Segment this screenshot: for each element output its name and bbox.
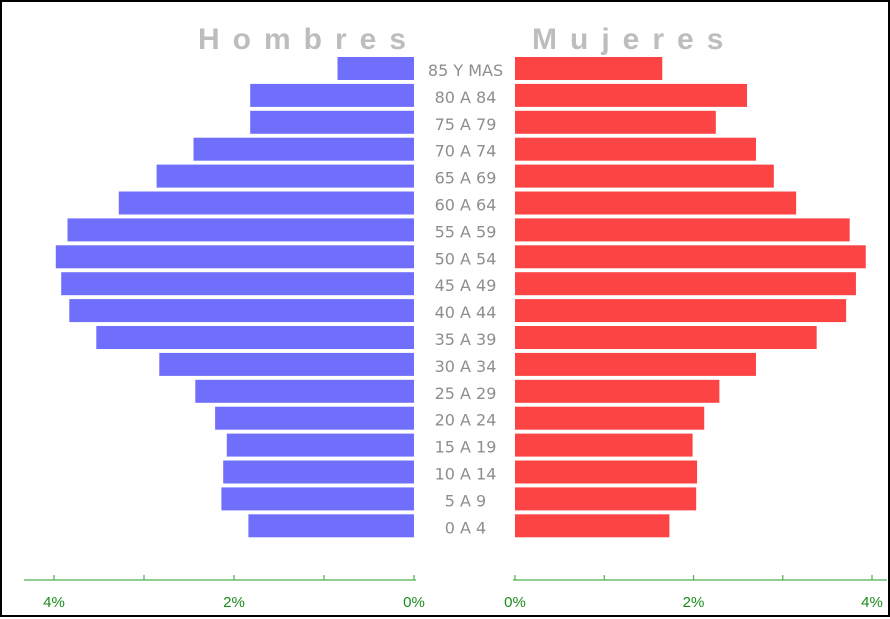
female-bar (515, 326, 817, 349)
female-bar (515, 299, 847, 323)
age-group-label: 30 A 34 (435, 357, 497, 376)
right-title: Mujeres (532, 23, 736, 56)
female-bar (515, 57, 663, 80)
female-bar (515, 487, 697, 511)
female-bar (515, 514, 670, 538)
male-bar (226, 433, 414, 457)
male-bar (156, 164, 414, 188)
male-bar (223, 460, 414, 484)
age-group-label: 15 A 19 (435, 438, 497, 457)
male-bar (67, 218, 414, 242)
age-group-label: 40 A 44 (435, 303, 497, 322)
female-bar (515, 406, 705, 430)
age-group-label: 85 Y MAS (428, 61, 503, 80)
male-bar (195, 379, 414, 403)
age-group-label: 35 A 39 (435, 330, 497, 349)
female-bar (515, 218, 850, 242)
female-bar (515, 460, 698, 484)
male-bar (118, 191, 415, 215)
female-bar (515, 272, 856, 296)
age-group-label: 60 A 64 (435, 196, 497, 215)
age-group-label: 5 A 9 (445, 491, 486, 510)
age-group-label: 55 A 59 (435, 222, 497, 241)
left-title: Hombres (198, 23, 419, 56)
age-group-label: 75 A 79 (435, 115, 497, 134)
right-tick-label: 2% (683, 594, 705, 611)
male-bar (337, 57, 414, 80)
female-bar (515, 352, 756, 376)
age-group-label: 45 A 49 (435, 276, 497, 295)
left-tick-label: 0% (403, 594, 425, 611)
male-bar (61, 272, 414, 296)
age-group-label: 0 A 4 (445, 518, 486, 537)
female-bar (515, 191, 797, 215)
male-bar (248, 514, 414, 538)
female-bar (515, 379, 720, 403)
right-tick-label: 0% (504, 594, 526, 611)
right-tick-label: 4% (861, 594, 883, 611)
male-bar (96, 326, 415, 349)
age-group-label: 70 A 74 (435, 142, 497, 161)
male-bar (221, 487, 414, 511)
male-bar (159, 352, 414, 376)
male-bar (250, 110, 414, 134)
male-bars (55, 57, 415, 538)
age-group-labels: 85 Y MAS 80 A 84 75 A 79 70 A 74 65 A 69 60 A… (428, 61, 503, 537)
age-group-label: 25 A 29 (435, 384, 497, 403)
age-group-label: 50 A 54 (435, 249, 497, 268)
female-bar (515, 433, 693, 457)
male-bar (69, 299, 415, 323)
x-axes: 4% 2% 0% 0% 2% 4% (24, 575, 887, 611)
age-group-label: 10 A 14 (435, 465, 497, 484)
male-bar (193, 137, 414, 161)
age-group-label: 20 A 24 (435, 411, 497, 430)
female-bar (515, 164, 774, 188)
age-group-label: 65 A 69 (435, 169, 497, 188)
female-bar (515, 110, 716, 134)
male-bar (55, 245, 415, 269)
male-bar (250, 83, 414, 107)
left-tick-label: 2% (223, 594, 245, 611)
female-bar (515, 137, 756, 161)
age-group-label: 80 A 84 (435, 88, 497, 107)
female-bars (515, 57, 866, 538)
male-bar (215, 406, 414, 430)
left-tick-label: 4% (43, 594, 65, 611)
female-bar (515, 83, 748, 107)
female-bar (515, 245, 866, 269)
